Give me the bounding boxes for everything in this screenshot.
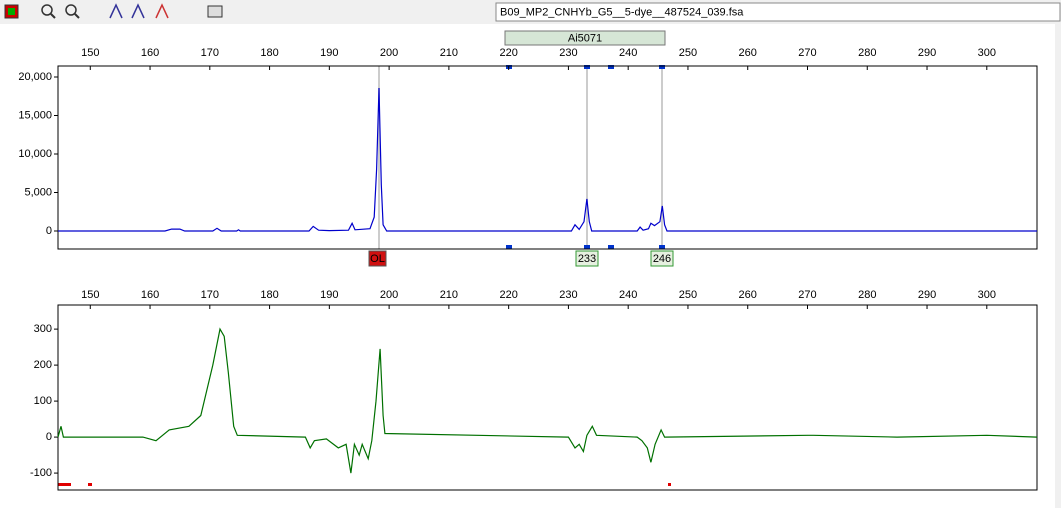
scrollbar[interactable] xyxy=(1055,24,1061,508)
marker-label: Ai5071 xyxy=(568,32,602,44)
zoom-in[interactable] xyxy=(41,4,53,16)
zoom-out-handle xyxy=(74,13,80,19)
x-tick-label: 160 xyxy=(141,289,159,301)
x-tick-label: 190 xyxy=(320,47,338,59)
x-tick-label: 150 xyxy=(81,289,99,301)
file-name: B09_MP2_CNHYb_G5__5-dye__487524_039.fsa xyxy=(500,6,744,18)
x-tick-label: 210 xyxy=(440,289,458,301)
bin-marker xyxy=(659,245,665,249)
x-tick-label: 160 xyxy=(141,47,159,59)
x-tick-label: 300 xyxy=(978,47,996,59)
x-tick-label: 180 xyxy=(260,47,278,59)
x-tick-label: 170 xyxy=(201,47,219,59)
x-tick-label: 240 xyxy=(619,289,637,301)
x-tick-label: 290 xyxy=(918,47,936,59)
allele-label: 246 xyxy=(653,253,671,265)
x-tick-label: 230 xyxy=(559,47,577,59)
bin-marker xyxy=(659,65,665,69)
print-icon[interactable] xyxy=(207,5,223,18)
x-tick-label: 170 xyxy=(201,289,219,301)
plot-area xyxy=(57,304,1038,491)
allele-label: 233 xyxy=(578,253,596,265)
x-tick-label: 220 xyxy=(499,289,517,301)
peak-icon[interactable] xyxy=(109,3,123,19)
flags xyxy=(58,483,671,486)
x-tick-label: 190 xyxy=(320,289,338,301)
x-tick-label: 180 xyxy=(260,289,278,301)
y-tick-label: 0 xyxy=(46,225,52,237)
x-tick-label: 300 xyxy=(978,289,996,301)
peak-guides xyxy=(378,66,663,249)
allele-box[interactable] xyxy=(575,250,599,267)
allele-label: OL xyxy=(370,253,385,265)
color-icon-inner xyxy=(8,8,15,15)
x-tick-label: 280 xyxy=(858,47,876,59)
y-tick-label: 10,000 xyxy=(18,148,52,160)
x-tick-label: 280 xyxy=(858,289,876,301)
flag xyxy=(58,483,71,486)
x-tick-label: 220 xyxy=(499,47,517,59)
toolbar-icons xyxy=(4,3,223,19)
flag xyxy=(88,483,92,486)
bin-marker xyxy=(506,245,512,249)
allele-box[interactable] xyxy=(650,250,674,267)
bin-marker xyxy=(584,245,590,249)
y-tick-label: 20,000 xyxy=(18,71,52,83)
x-tick-label: 210 xyxy=(440,47,458,59)
x-tick-label: 230 xyxy=(559,289,577,301)
x-tick-label: 200 xyxy=(380,289,398,301)
x-tick-label: 250 xyxy=(679,47,697,59)
allele-box[interactable] xyxy=(368,250,387,267)
x-tick-label: 290 xyxy=(918,289,936,301)
file-name-box[interactable] xyxy=(495,2,1061,22)
x-tick-label: 270 xyxy=(798,47,816,59)
y-tick-label: 100 xyxy=(34,395,52,407)
y-tick-label: 200 xyxy=(34,359,52,371)
zoom-in-handle xyxy=(50,13,56,19)
bin-marker xyxy=(584,65,590,69)
x-tick-label: 150 xyxy=(81,47,99,59)
x-tick-label: 270 xyxy=(798,289,816,301)
bin-markers xyxy=(506,65,665,249)
trace xyxy=(57,327,1038,474)
x-tick-label: 200 xyxy=(380,47,398,59)
x-tick-label: 250 xyxy=(679,289,697,301)
y-tick-label: 0 xyxy=(46,431,52,443)
flag xyxy=(668,483,671,486)
plot-area xyxy=(57,65,1038,250)
y-tick-label: 5,000 xyxy=(24,186,52,198)
x-tick-label: 260 xyxy=(739,47,757,59)
peak-icon[interactable] xyxy=(131,3,145,19)
peak-icon[interactable] xyxy=(155,3,169,19)
bin-marker xyxy=(608,245,614,249)
zoom-out[interactable] xyxy=(65,4,77,16)
trace xyxy=(58,87,1037,232)
y-tick-label: -100 xyxy=(30,467,52,479)
y-tick-label: 300 xyxy=(34,323,52,335)
marker-box[interactable] xyxy=(504,30,666,46)
x-tick-label: 240 xyxy=(619,47,637,59)
y-tick-label: 15,000 xyxy=(18,109,52,121)
bin-marker xyxy=(608,65,614,69)
x-tick-label: 260 xyxy=(739,289,757,301)
